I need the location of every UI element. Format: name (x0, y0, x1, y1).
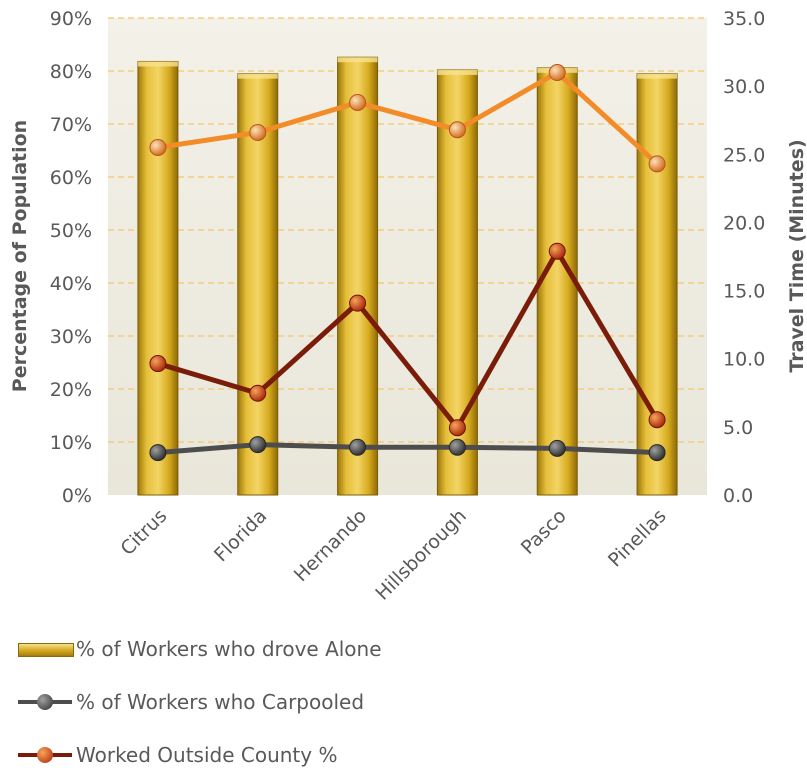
x-axis-ticks: Citrus Florida Hernando Hillsborough Pasco Pi… (116, 505, 670, 605)
y2-tick-label: 0.0 (723, 485, 753, 507)
bar-cap (637, 73, 678, 79)
series-point (648, 155, 666, 173)
bar-series (137, 56, 678, 496)
series-line (157, 442, 658, 456)
series-point (448, 419, 466, 437)
y-axis-title: Percentage of Population (9, 120, 31, 392)
series-point (648, 411, 666, 429)
series-point (548, 64, 566, 82)
y2-tick-label: 30.0 (723, 76, 765, 98)
bar (237, 73, 279, 496)
y2-tick-label: 15.0 (723, 281, 765, 303)
series-point (249, 436, 267, 454)
bar-cap (437, 69, 478, 75)
y-tick-label: 10% (50, 432, 92, 454)
series-point (648, 444, 666, 462)
y-tick-label: 50% (50, 220, 92, 242)
red-line-marker-icon (18, 745, 72, 765)
bar-cap (137, 61, 178, 67)
y-tick-label: 90% (50, 8, 92, 30)
series-point (149, 355, 167, 373)
series-line (157, 248, 660, 431)
y-tick-label: 80% (50, 61, 92, 83)
series-point (149, 138, 167, 156)
y2-tick-label: 20.0 (723, 212, 765, 234)
y-tick-label: 70% (50, 114, 92, 136)
series-point (249, 384, 267, 402)
legend-label: % of Workers who drove Alone (76, 637, 382, 661)
series-line (157, 70, 659, 166)
x-tick-label: Pinellas (604, 505, 671, 572)
series-point (548, 439, 566, 457)
y-tick-label: 20% (50, 379, 92, 401)
x-tick-label: Pasco (517, 505, 571, 559)
right-axis-ticks: 0.0 5.0 10.0 15.0 20.0 25.0 30.0 35.0 (723, 8, 765, 507)
y2-tick-label: 5.0 (723, 417, 753, 439)
bar (337, 56, 379, 496)
series-point (249, 123, 267, 141)
bar-cap (337, 57, 378, 63)
series-point (349, 93, 367, 111)
x-tick-label: Citrus (116, 505, 171, 560)
y-tick-label: 0% (62, 485, 92, 507)
series-point (548, 242, 566, 260)
bar (636, 73, 678, 496)
bar (536, 67, 578, 496)
left-axis-ticks: 0% 10% 20% 30% 40% 50% 60% 70% 80% 90% (50, 8, 92, 507)
bar (137, 60, 179, 496)
series-point (349, 294, 367, 312)
y2-tick-label: 25.0 (723, 144, 765, 166)
bar-cap (237, 73, 278, 79)
y2-tick-label: 10.0 (723, 349, 765, 371)
y-tick-label: 30% (50, 326, 92, 348)
line-series (149, 64, 666, 462)
x-tick-label: Hillsborough (371, 505, 471, 605)
dark-line-marker-icon (18, 692, 72, 712)
y-tick-label: 40% (50, 273, 92, 295)
series-point (448, 121, 466, 139)
y2-tick-label: 35.0 (723, 8, 765, 30)
series-point (349, 438, 367, 456)
series-point (149, 444, 167, 462)
y2-axis-title: Travel Time (Minutes) (786, 139, 807, 372)
x-tick-label: Florida (210, 505, 271, 566)
series-point (448, 438, 466, 456)
legend-label: Worked Outside County % (76, 743, 338, 767)
bar-swatch-icon (18, 639, 74, 659)
legend-label: % of Workers who Carpooled (76, 690, 365, 714)
y-tick-label: 60% (50, 167, 92, 189)
legend-item-drove-alone: % of Workers who drove Alone (18, 634, 382, 664)
legend-item-carpooled: % of Workers who Carpooled (18, 687, 364, 717)
plot-area (108, 18, 707, 495)
legend-item-outside-county: Worked Outside County % (18, 740, 337, 770)
combo-chart: 0% 10% 20% 30% 40% 50% 60% 70% 80% 90% 0.0 5.0 10.0… (9, 8, 807, 605)
x-tick-label: Hernando (290, 505, 371, 586)
